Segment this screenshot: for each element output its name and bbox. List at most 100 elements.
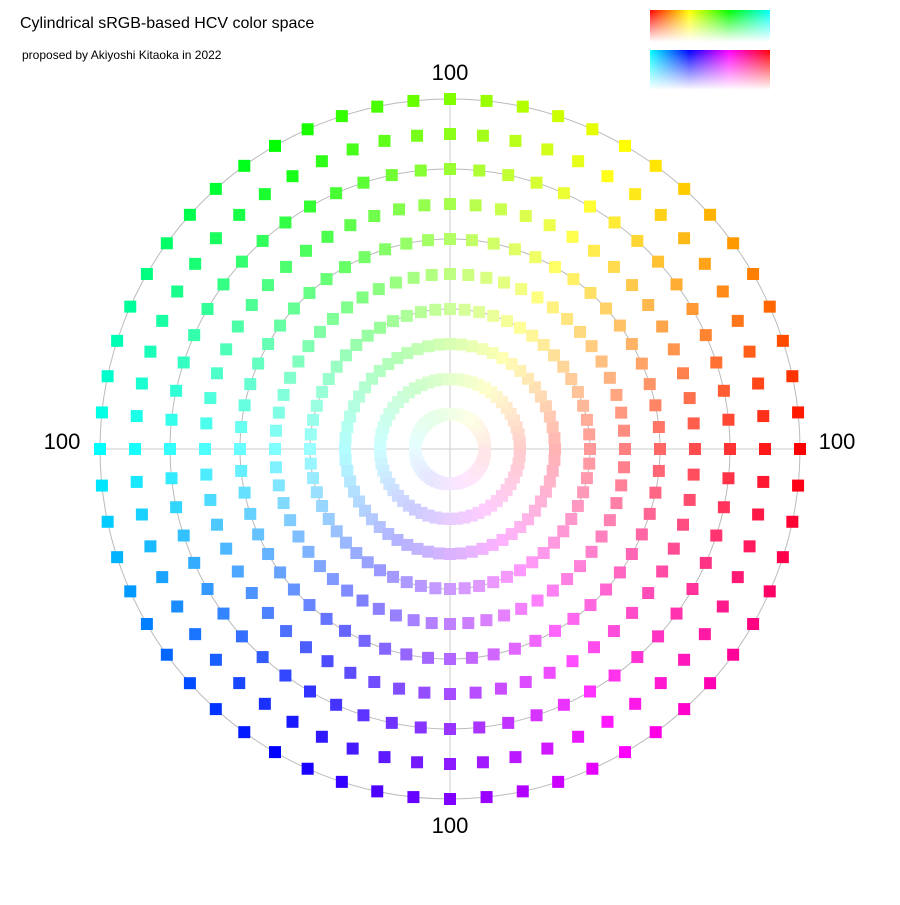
- color-square: [444, 268, 456, 280]
- color-square: [543, 475, 556, 488]
- color-square: [140, 618, 153, 630]
- color-square: [292, 530, 305, 543]
- color-square: [231, 565, 244, 578]
- color-square: [546, 584, 559, 597]
- color-square: [252, 357, 265, 370]
- color-square: [513, 450, 526, 463]
- color-square: [144, 345, 157, 358]
- color-square: [476, 542, 489, 555]
- color-square: [678, 653, 691, 666]
- color-square: [635, 528, 648, 541]
- color-square: [209, 703, 222, 716]
- color-square: [514, 564, 526, 577]
- color-square: [244, 507, 257, 520]
- color-square: [580, 472, 593, 485]
- color-square: [256, 234, 269, 247]
- color-square: [588, 244, 601, 257]
- color-square: [610, 497, 623, 510]
- r-tick-label: 100: [432, 60, 469, 85]
- color-square: [462, 268, 475, 281]
- color-square: [548, 432, 561, 445]
- color-square: [356, 291, 369, 304]
- color-square: [519, 209, 532, 222]
- color-square: [170, 384, 183, 397]
- color-square: [498, 276, 511, 289]
- color-square: [476, 129, 489, 142]
- color-square: [330, 187, 343, 200]
- color-square: [584, 286, 597, 299]
- color-square: [284, 514, 297, 527]
- color-square: [584, 200, 596, 213]
- color-square: [274, 319, 287, 332]
- color-square: [335, 775, 348, 788]
- color-square: [500, 315, 513, 328]
- color-square: [625, 548, 638, 560]
- color-square: [346, 143, 359, 156]
- color-square: [301, 123, 314, 136]
- color-square: [414, 306, 427, 319]
- color-square: [322, 513, 335, 525]
- color-square: [574, 560, 587, 573]
- color-square: [469, 686, 482, 699]
- color-square: [698, 257, 711, 270]
- color-square: [199, 443, 211, 455]
- color-square: [286, 715, 299, 728]
- color-square: [683, 493, 696, 506]
- color-square: [505, 527, 518, 540]
- color-square: [486, 538, 499, 551]
- color-square: [444, 233, 456, 245]
- color-square: [557, 698, 570, 711]
- color-square: [407, 271, 420, 284]
- color-square: [561, 312, 574, 325]
- color-square: [280, 260, 293, 273]
- color-square: [238, 159, 251, 172]
- color-square: [752, 508, 765, 521]
- color-square: [201, 303, 214, 315]
- color-square: [670, 278, 683, 291]
- color-square: [429, 303, 442, 316]
- color-square: [530, 709, 543, 722]
- color-square: [618, 461, 631, 474]
- color-square: [649, 399, 662, 412]
- color-square: [371, 100, 384, 113]
- color-square: [353, 390, 366, 403]
- color-square: [792, 479, 805, 492]
- color-square: [339, 443, 351, 455]
- color-square: [548, 536, 561, 549]
- color-square: [649, 486, 662, 499]
- color-square: [320, 273, 333, 286]
- color-square: [543, 219, 556, 232]
- color-square: [303, 286, 316, 299]
- color-square: [530, 176, 543, 189]
- color-square: [654, 443, 666, 455]
- color-square: [400, 648, 413, 661]
- color-square: [580, 413, 593, 426]
- color-square: [258, 188, 271, 201]
- color-square: [444, 618, 456, 630]
- color-square: [339, 349, 352, 362]
- color-square: [177, 356, 190, 369]
- color-square: [643, 507, 656, 520]
- color-square: [209, 182, 222, 195]
- color-square: [585, 545, 598, 558]
- color-square: [566, 655, 579, 668]
- color-square: [546, 301, 559, 314]
- color-square: [687, 468, 700, 481]
- color-square: [731, 314, 744, 327]
- color-square: [238, 399, 251, 412]
- color-square: [516, 100, 529, 113]
- color-square: [583, 457, 596, 470]
- color-square: [494, 682, 507, 695]
- color-square: [610, 388, 623, 401]
- color-square: [469, 199, 482, 212]
- color-square: [619, 139, 631, 152]
- color-square: [549, 261, 561, 274]
- color-square: [358, 634, 371, 647]
- color-square: [552, 775, 565, 788]
- color-square: [458, 582, 471, 595]
- color-square: [476, 756, 489, 769]
- color-square: [382, 527, 395, 540]
- color-square: [480, 94, 493, 107]
- color-square: [359, 504, 372, 517]
- color-square: [101, 515, 114, 528]
